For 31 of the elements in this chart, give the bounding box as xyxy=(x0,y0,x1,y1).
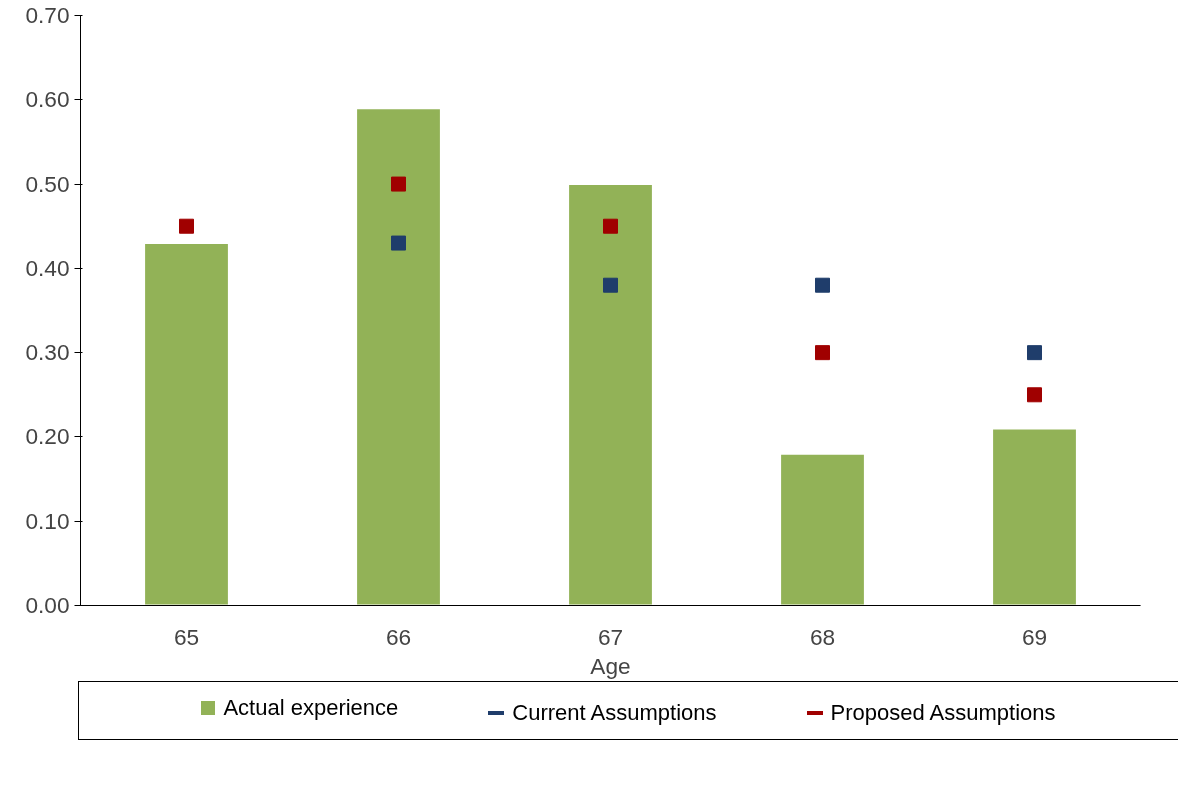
point xyxy=(815,345,830,361)
y-tick-label: 0.10 xyxy=(25,507,70,534)
point xyxy=(603,277,618,293)
bar xyxy=(355,107,442,606)
y-tick-label: 0.20 xyxy=(25,423,70,450)
point xyxy=(1027,387,1042,403)
y-tick-label: 0.00 xyxy=(25,592,70,618)
x-tick-label: 65 xyxy=(173,623,200,650)
point xyxy=(815,277,830,293)
y-tick-label: 0.50 xyxy=(25,170,70,197)
point xyxy=(603,218,618,234)
x-axis-title: Age xyxy=(590,652,631,679)
point xyxy=(391,235,406,251)
x-tick-label: 68 xyxy=(809,623,836,650)
legend-label: Proposed Assumptions xyxy=(830,699,1056,728)
legend-label: Actual experience xyxy=(223,694,399,723)
x-tick-label: 66 xyxy=(385,623,412,650)
x-tick-label: 69 xyxy=(1021,623,1048,650)
y-tick-label: 0.70 xyxy=(25,2,70,28)
point xyxy=(391,176,406,192)
bar xyxy=(779,452,866,606)
point xyxy=(1027,345,1042,361)
legend-label: Current Assumptions xyxy=(512,699,717,728)
y-tick-label: 0.40 xyxy=(25,254,70,281)
y-tick-label: 0.60 xyxy=(25,86,70,113)
bar xyxy=(567,183,654,606)
y-tick-label: 0.30 xyxy=(25,339,70,366)
bar xyxy=(991,427,1078,606)
bar xyxy=(143,242,230,606)
point xyxy=(179,218,194,234)
x-tick-label: 67 xyxy=(597,623,624,650)
